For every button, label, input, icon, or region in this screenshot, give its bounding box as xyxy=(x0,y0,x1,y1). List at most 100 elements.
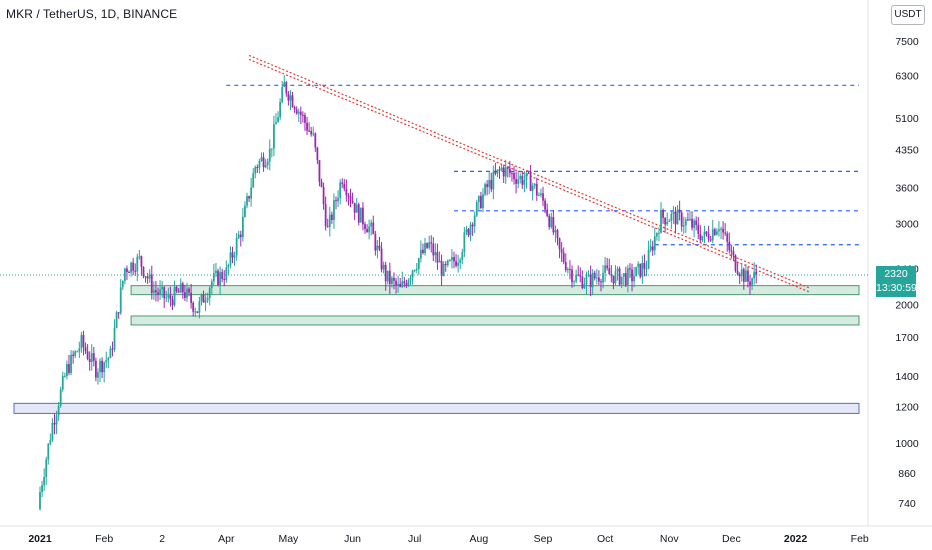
candle-body xyxy=(616,268,619,272)
candle-body xyxy=(78,348,81,352)
candle-body xyxy=(610,274,613,276)
candle-body xyxy=(382,264,385,270)
candle-body xyxy=(436,252,439,263)
bar-countdown: 13:30:59 xyxy=(876,282,917,294)
candle-body xyxy=(415,268,418,271)
candle-body xyxy=(401,281,404,287)
candle-body xyxy=(542,193,544,201)
trendline-layer[interactable] xyxy=(248,54,811,293)
candle-body xyxy=(711,229,714,241)
candle-body xyxy=(337,197,339,202)
candle-body xyxy=(655,233,658,237)
candle-body xyxy=(734,255,737,271)
candle-body xyxy=(301,114,304,116)
candle-body xyxy=(742,269,745,282)
candle-body xyxy=(308,130,310,132)
candle-body xyxy=(368,226,371,233)
candle-body xyxy=(128,272,130,274)
candle-body xyxy=(593,272,596,279)
candle-body xyxy=(231,252,234,258)
candle-body xyxy=(417,258,420,269)
symbol-title[interactable]: MKR / TetherUS, 1D, BINANCE xyxy=(6,7,178,21)
candle-body xyxy=(326,226,329,228)
candle-body xyxy=(229,252,232,265)
candle-body xyxy=(277,117,279,123)
candle-body xyxy=(618,268,621,285)
candle-body xyxy=(260,157,263,161)
support-zone-2 xyxy=(130,315,860,326)
candle-body xyxy=(585,276,588,285)
candle-body xyxy=(258,160,261,168)
resistance-levels-layer xyxy=(226,84,859,246)
candle-body xyxy=(233,255,236,258)
support-zone-3 xyxy=(13,402,860,414)
candle-body xyxy=(134,270,137,272)
candle-body xyxy=(376,245,379,251)
candle-body xyxy=(446,260,449,266)
candle-body xyxy=(299,111,302,115)
candle-body xyxy=(513,173,515,180)
candle-body xyxy=(643,262,646,269)
last-price-value: 2320 xyxy=(884,268,908,280)
candle-body xyxy=(279,102,282,118)
candle-body xyxy=(144,276,147,278)
candle-body xyxy=(192,302,195,312)
candle-body xyxy=(693,220,696,228)
candle-body xyxy=(647,250,650,269)
time-tick-label: 2021 xyxy=(28,533,52,545)
currency-button[interactable]: USDT xyxy=(891,5,925,25)
candle-body xyxy=(624,273,627,286)
candle-body xyxy=(604,265,607,273)
candle-body xyxy=(107,358,110,361)
candle-body xyxy=(103,362,106,373)
candle-body xyxy=(397,283,400,286)
candle-body xyxy=(519,175,522,180)
candle-body xyxy=(715,231,718,235)
candle-body xyxy=(374,234,377,251)
candle-body xyxy=(664,217,667,225)
candle-body xyxy=(508,168,511,174)
candle-body xyxy=(598,277,600,282)
candle-body xyxy=(403,281,406,284)
candle-body xyxy=(250,187,253,199)
candle-body xyxy=(548,215,551,227)
candle-body xyxy=(53,422,56,425)
candle-body xyxy=(523,180,526,185)
candle-body xyxy=(130,262,132,273)
candle-body xyxy=(422,249,424,254)
candle-body xyxy=(442,263,445,276)
candle-body xyxy=(76,351,79,353)
candle-body xyxy=(372,222,375,235)
candle-body xyxy=(341,182,344,185)
candle-body xyxy=(467,229,470,236)
candle-body xyxy=(223,279,226,281)
candle-body xyxy=(217,270,219,286)
time-axis[interactable]: 2021 Feb 2 Apr May Jun Jul Aug Sep Oct Nov Dec 2022 F… xyxy=(28,533,869,545)
candle-body xyxy=(322,187,325,205)
candle-body xyxy=(43,476,46,486)
candle-body xyxy=(57,406,60,416)
candle-body xyxy=(494,171,497,174)
candle-body xyxy=(562,252,565,262)
candle-body xyxy=(608,268,611,275)
time-tick-label: Sep xyxy=(534,533,553,545)
candle-body xyxy=(357,204,360,223)
price-tick-label: 1400 xyxy=(895,371,919,383)
candle-body xyxy=(66,364,68,376)
candle-body xyxy=(579,275,582,277)
candle-body xyxy=(448,260,451,262)
candle-body xyxy=(496,169,499,174)
candle-body xyxy=(173,287,176,306)
candle-body xyxy=(678,209,681,213)
candle-body xyxy=(440,260,443,276)
candle-body xyxy=(273,124,275,149)
candle-body xyxy=(359,207,362,223)
candle-body xyxy=(295,109,298,114)
candle-body xyxy=(196,311,199,313)
candle-body xyxy=(179,283,182,293)
candle-body xyxy=(707,233,710,240)
candle-body xyxy=(633,276,635,282)
candle-body xyxy=(59,389,62,407)
